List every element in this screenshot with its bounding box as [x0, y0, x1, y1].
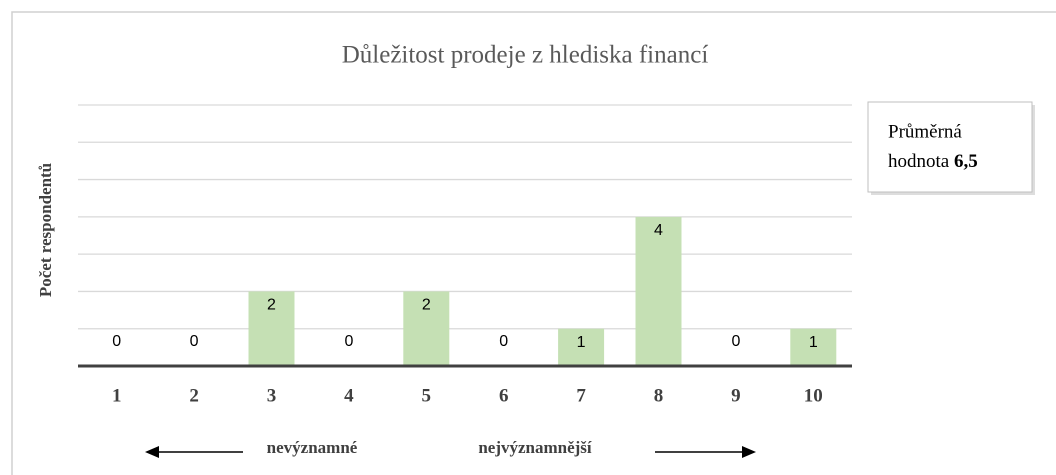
- y-axis-label: Počet respondentů: [36, 163, 55, 297]
- data-label: 0: [731, 333, 740, 350]
- x-tick-label: 3: [267, 385, 277, 406]
- data-label: 0: [499, 333, 508, 350]
- arrow-head: [742, 446, 756, 458]
- chart-frame: [11, 11, 1056, 475]
- x-tick-label: 8: [654, 385, 664, 406]
- x-annotation: nevýznamné: [267, 438, 358, 457]
- x-tick-label: 4: [344, 385, 354, 406]
- arrows: [145, 446, 756, 458]
- x-tick-label: 5: [422, 385, 432, 406]
- data-label: 1: [809, 334, 818, 351]
- data-label: 0: [344, 333, 353, 350]
- data-label: 2: [422, 297, 431, 314]
- x-tick-label: 10: [804, 385, 823, 406]
- arrow-head: [145, 446, 159, 458]
- annotation-line: Průměrná: [888, 121, 962, 142]
- x-tick-label: 2: [189, 385, 199, 406]
- data-label: 1: [577, 334, 586, 351]
- annotation-line: hodnota 6,5: [888, 151, 978, 172]
- data-label: 0: [112, 333, 121, 350]
- data-label: 0: [190, 333, 199, 350]
- x-tick-label: 7: [576, 385, 586, 406]
- bar: [790, 328, 837, 366]
- x-tick-label: 9: [731, 385, 741, 406]
- chart-title: Důležitost prodeje z hlediska financí: [342, 42, 709, 69]
- bar: [635, 216, 682, 366]
- bar: [248, 291, 295, 366]
- annotation-rect: [867, 101, 1033, 193]
- x-tick-label: 6: [499, 385, 509, 406]
- data-label: 4: [654, 222, 663, 239]
- data-label: 2: [267, 297, 276, 314]
- annotation-box: Průměrná hodnota 6,5: [867, 101, 1035, 195]
- annotation-emphasis: 6,5: [954, 151, 978, 172]
- bar: [558, 328, 605, 366]
- bar: [403, 291, 450, 366]
- annotation-text: hodnota: [888, 151, 950, 172]
- x-annotation: nejvýznamnější: [478, 438, 592, 457]
- x-tick-label: 1: [112, 385, 122, 406]
